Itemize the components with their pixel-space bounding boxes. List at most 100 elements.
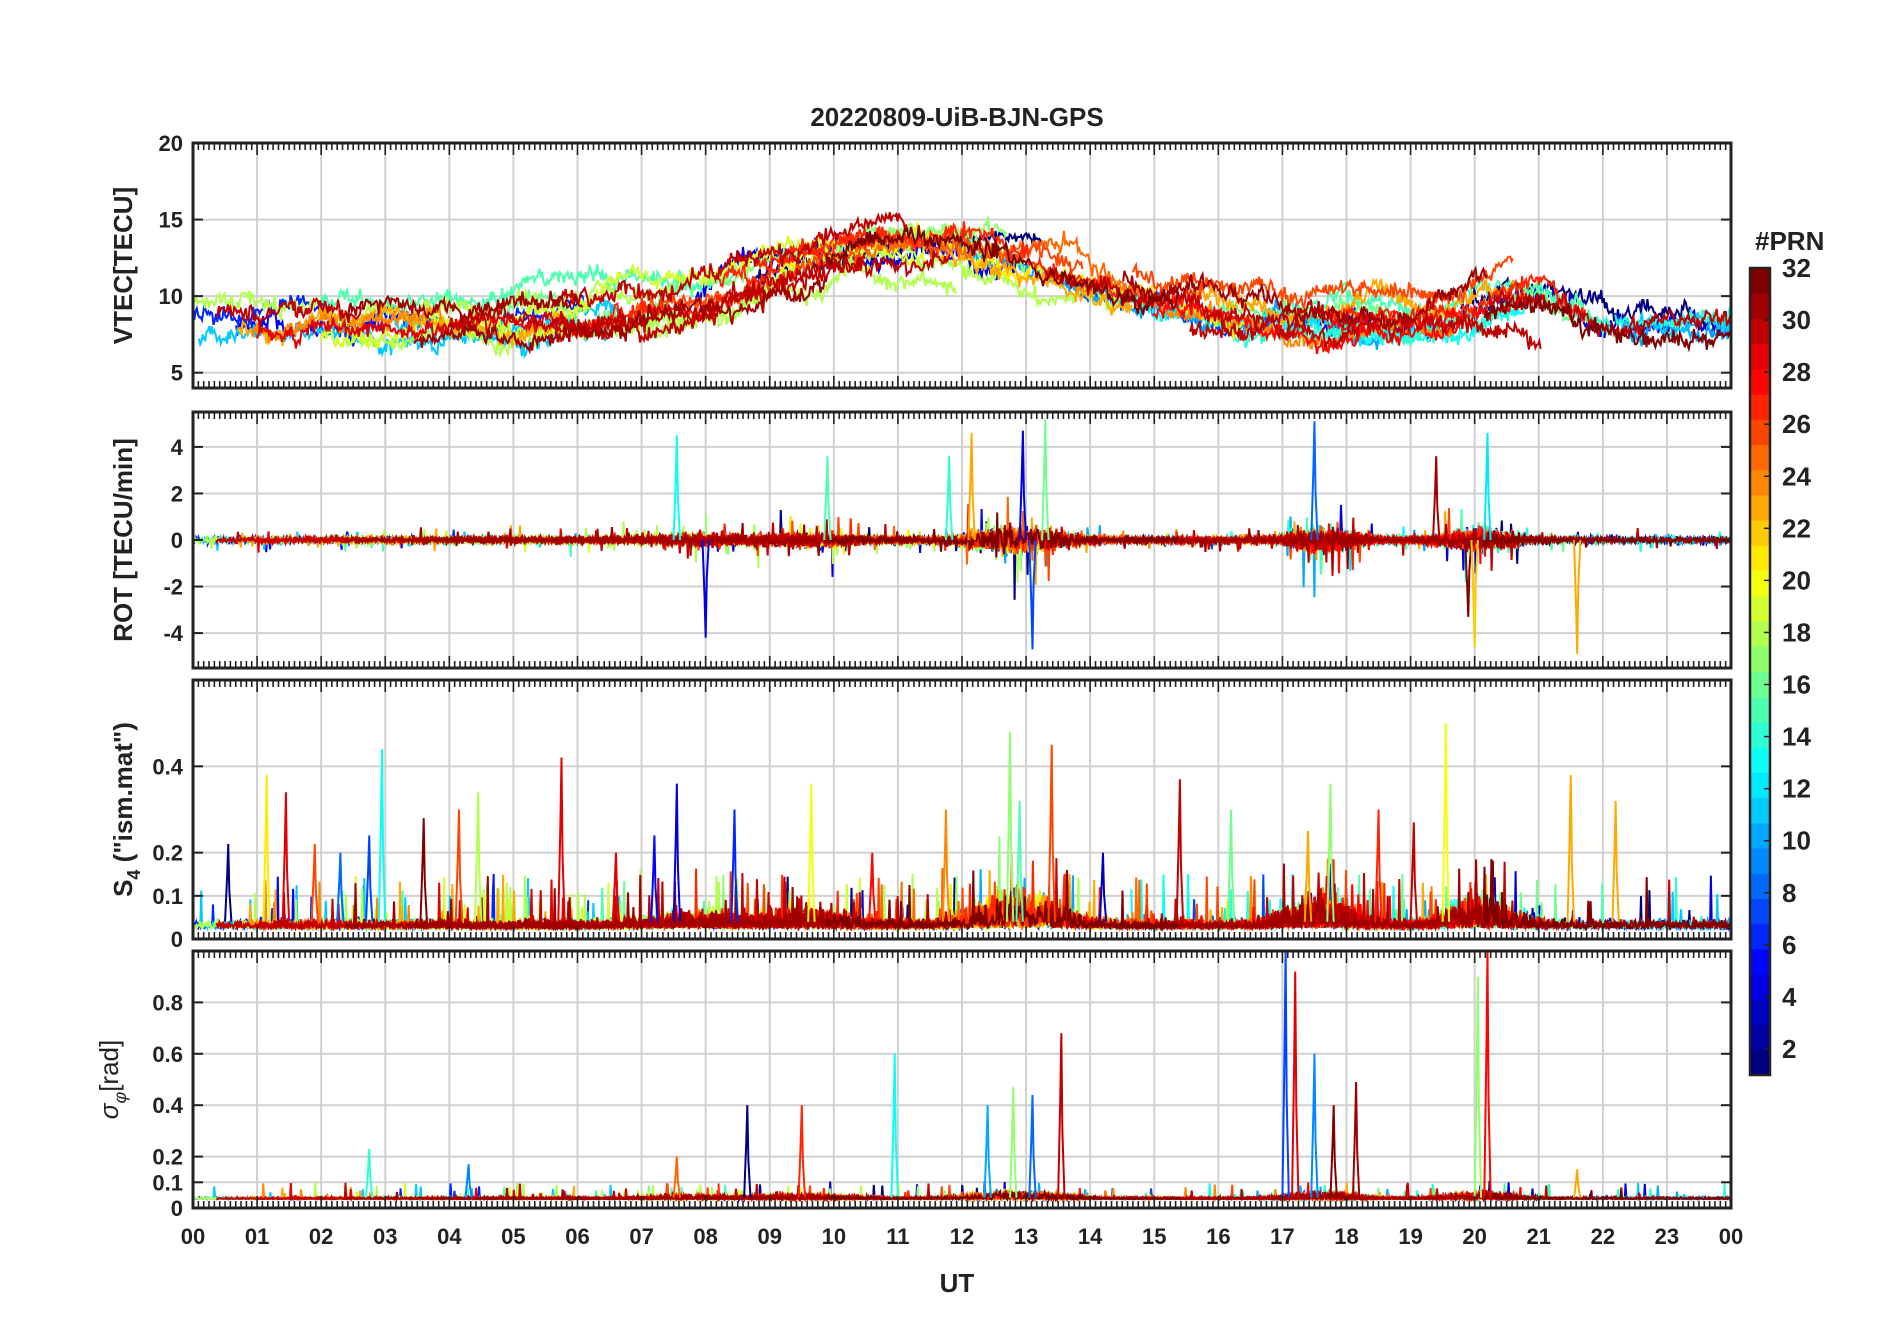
spike-rot-7 [1310, 421, 1319, 541]
spike-sigphi-9 [1057, 1033, 1066, 1198]
colorbar-band [1750, 948, 1770, 975]
y-tick-label: 0.8 [152, 990, 183, 1015]
series-line-prn-31 [1122, 859, 1488, 932]
colorbar-band [1750, 343, 1770, 370]
colorbar-tick-label: 24 [1782, 461, 1811, 491]
spike-sigphi-3 [743, 1105, 752, 1198]
colorbar-band [1750, 721, 1770, 748]
x-tick-label: 13 [1014, 1224, 1038, 1249]
spike-rot-3 [967, 432, 976, 541]
y-tick-label: 0 [171, 927, 183, 952]
x-tick-label: 08 [693, 1224, 717, 1249]
spike-s4-19 [1015, 800, 1024, 922]
series-line-prn-1 [1460, 276, 1731, 331]
y-axis-label: ROT [TECU/min] [108, 438, 138, 642]
colorbar-band [1750, 318, 1770, 345]
x-axis-label: UT [940, 1268, 975, 1298]
spike-s4-9 [473, 792, 483, 922]
spike-s4-30 [1611, 800, 1620, 922]
series-line-prn-32 [825, 869, 1180, 932]
series-line-prn-31 [344, 876, 584, 932]
spike-s4-22 [1175, 779, 1185, 922]
y-tick-label: 0 [171, 1196, 183, 1221]
spike-s4-3 [310, 843, 319, 922]
x-tick-label: 04 [437, 1224, 462, 1249]
colorbar-tick-label: 6 [1782, 930, 1796, 960]
colorbar-band [1750, 595, 1770, 622]
series-line-prn-32 [1482, 1187, 1731, 1203]
series-line-prn-31 [1122, 265, 1489, 332]
spike-s4-17 [941, 809, 951, 922]
y-tick-label: 15 [159, 208, 183, 233]
x-minor-ticks [192, 143, 1732, 388]
x-minor-ticks [192, 412, 1732, 668]
x-tick-label: 14 [1078, 1224, 1103, 1249]
spike-sigphi-4 [797, 1105, 806, 1198]
series-line-prn-32 [825, 1188, 1180, 1203]
x-minor-ticks [192, 680, 1732, 939]
spike-s4-20 [1047, 744, 1056, 922]
spike-s4-16 [868, 852, 877, 922]
y-tick-label: 0.2 [152, 1145, 183, 1170]
spike-sigphi-10 [1281, 951, 1290, 1198]
colorbar-band [1750, 646, 1770, 672]
spike-rot-11 [1470, 539, 1479, 648]
colorbar-band [1750, 494, 1770, 521]
spike-sigphi-12 [1310, 1053, 1319, 1198]
spike-s4-29 [1566, 774, 1575, 922]
x-tick-label: 00 [1719, 1224, 1743, 1249]
x-tick-label: 09 [758, 1224, 782, 1249]
colorbar-tick-label: 20 [1782, 565, 1811, 595]
spike-s4-27 [1409, 822, 1418, 922]
y-tick-label: 5 [171, 361, 183, 386]
colorbar-band [1750, 873, 1770, 899]
colorbar-tick-label: 18 [1782, 617, 1811, 647]
colorbar-tick-label: 22 [1782, 513, 1811, 543]
spike-sigphi-15 [1473, 976, 1483, 1198]
x-tick-label: 17 [1270, 1224, 1294, 1249]
series-line-prn-31 [344, 527, 584, 546]
series-line-prn-30 [447, 252, 866, 340]
colorbar-tick-label: 16 [1782, 670, 1811, 700]
spike-rot-12 [1572, 539, 1582, 655]
spike-sigphi-2 [672, 1156, 682, 1198]
spike-s4-5 [365, 835, 374, 922]
colorbar-band [1750, 1024, 1770, 1051]
x-tick-label: 15 [1142, 1224, 1166, 1249]
y-tick-label: 10 [159, 284, 183, 309]
x-tick-label: 16 [1206, 1224, 1230, 1249]
series-lines [193, 723, 1731, 933]
y-tick-label: 0 [171, 528, 183, 553]
spike-s4-13 [672, 783, 682, 922]
spike-rot-1 [823, 456, 832, 541]
colorbar-band [1750, 545, 1770, 572]
spike-rot-9 [1464, 539, 1473, 617]
x-tick-label: 03 [373, 1224, 397, 1249]
spike-s4-24 [1303, 831, 1313, 922]
spike-rot-8 [1432, 456, 1441, 541]
x-tick-label: 23 [1655, 1224, 1679, 1249]
y-tick-label: -2 [163, 575, 183, 600]
spike-s4-26 [1374, 809, 1383, 922]
x-tick-label: 00 [181, 1224, 205, 1249]
series-line-prn-32 [1482, 859, 1731, 932]
panel-s4: 0 0.1 0.2 0.4 S4 ("ism.mat") [108, 678, 1733, 952]
x-axis: 00 01 02 03 04 05 06 07 08 09 10 11 12 13 14 15 16 17 18 19… [181, 1224, 1743, 1249]
series-lines [193, 418, 1731, 655]
spike-sigphi-16 [1483, 951, 1492, 1198]
series-line-prn-30 [215, 531, 362, 547]
colorbar-tick-label: 32 [1782, 253, 1811, 283]
chart-title: 20220809-UiB-BJN-GPS [810, 102, 1103, 132]
series-line-prn-31 [1122, 1190, 1489, 1203]
colorbar-band [1750, 974, 1770, 1000]
series-line-prn-32 [825, 512, 1180, 558]
colorbar-tick-label: 28 [1782, 357, 1811, 387]
x-tick-label: 22 [1591, 1224, 1615, 1249]
x-tick-label: 01 [245, 1224, 269, 1249]
spike-sigphi-5 [890, 1053, 899, 1198]
series-line-prn-30 [1189, 311, 1542, 352]
spike-s4-7 [419, 818, 428, 922]
y-tick-label: 2 [171, 481, 183, 506]
